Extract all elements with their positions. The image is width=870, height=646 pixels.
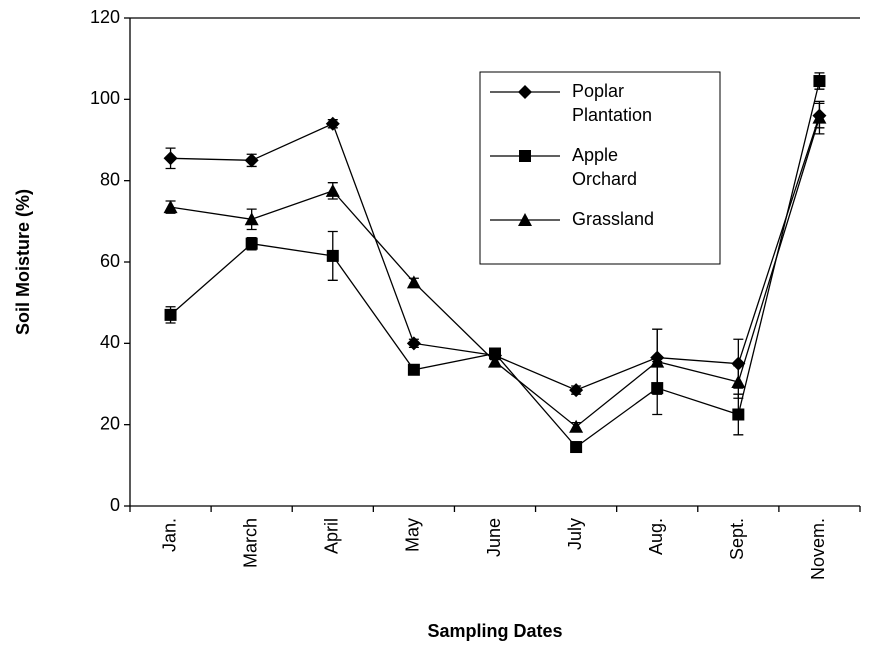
marker [569,383,584,398]
y-tick-label: 80 [100,169,120,189]
x-tick-label: June [484,518,504,557]
legend-word: Plantation [572,105,652,125]
marker [518,213,532,226]
marker [245,237,258,250]
legend-label: Poplar Plantation [572,81,652,125]
marker [488,354,502,368]
marker [731,374,746,388]
x-tick-label: May [403,518,423,552]
legend-label: Apple Orchard [572,145,637,189]
legend-label: Grassland [572,209,654,229]
marker [164,308,177,321]
legend-word: Grassland [572,209,654,229]
marker [407,363,420,376]
marker [812,110,827,124]
marker [489,347,501,360]
legend-box [479,71,721,265]
marker [406,275,421,289]
marker [732,408,745,421]
marker [570,441,583,454]
x-axis-label: Sampling Dates [427,621,562,641]
marker [325,183,340,197]
x-tick-label: Sept. [727,518,747,560]
marker [518,85,532,99]
marker [731,356,746,371]
marker [326,249,339,262]
marker [406,336,421,351]
x-tick-label: July [565,518,585,550]
marker [163,200,178,214]
marker [650,354,665,368]
marker [244,212,259,226]
marker [244,153,259,168]
y-tick-label: 120 [90,7,120,27]
y-axis-label: Soil Moisture (%) [13,189,33,335]
y-tick-label: 20 [100,413,120,433]
legend-word: Poplar [572,81,624,101]
y-tick-label: 60 [100,251,120,271]
legend-word: Orchard [572,169,637,189]
marker [163,151,178,166]
y-tick-label: 40 [100,332,120,352]
x-tick-label: Aug. [646,518,666,555]
x-tick-label: April [322,518,342,554]
x-tick-label: March [240,518,260,568]
y-tick-label: 0 [110,495,120,515]
x-tick-label: Jan. [159,518,179,552]
marker [519,150,531,162]
legend-word: Apple [572,145,618,165]
x-tick-label: Novem. [808,518,828,580]
y-tick-label: 100 [90,88,120,108]
marker [813,75,826,88]
marker [325,116,340,131]
marker [569,419,584,433]
